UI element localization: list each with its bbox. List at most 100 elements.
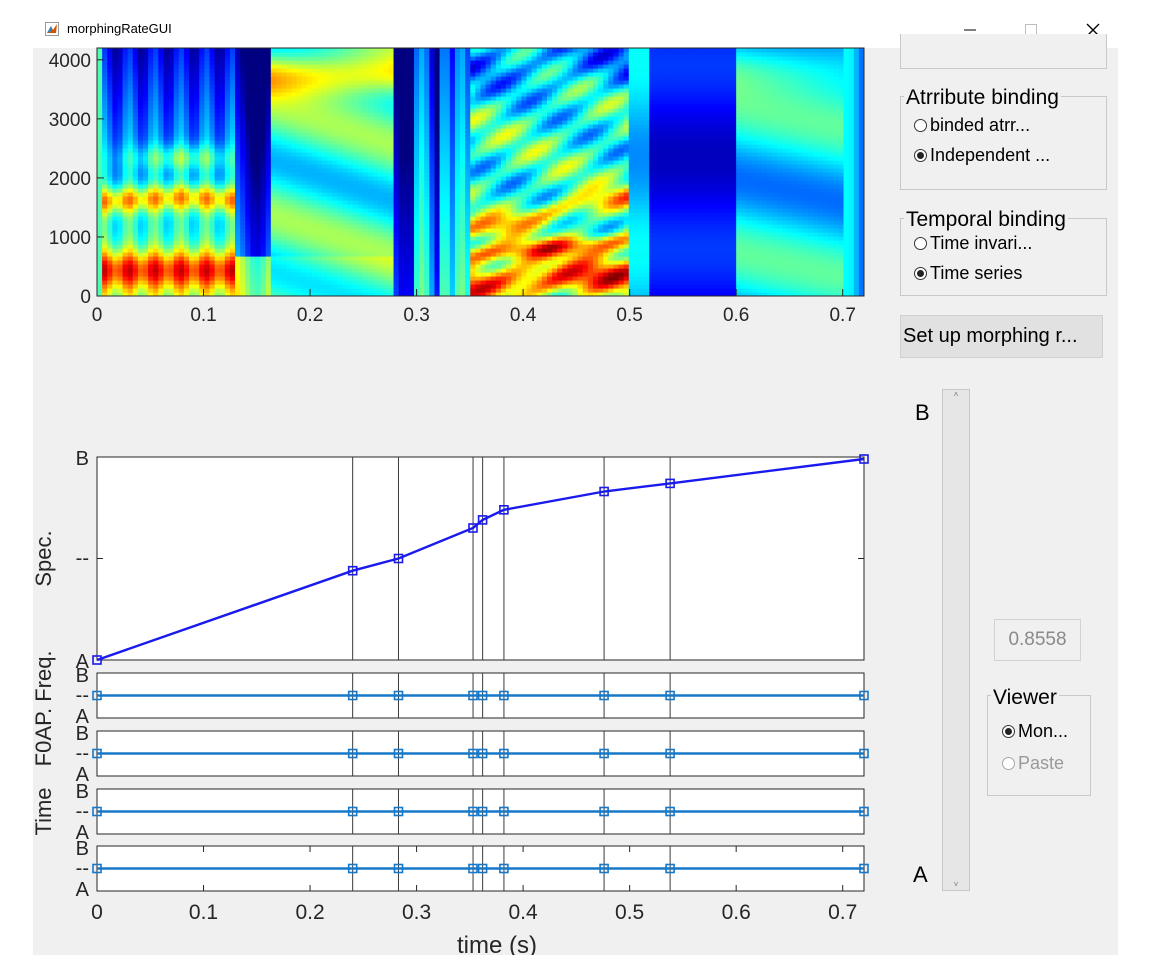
spectrogram-cell	[373, 196, 379, 201]
spectrogram-cell	[163, 236, 170, 241]
spectrogram-cell	[352, 216, 359, 221]
spectrogram-cell	[434, 252, 441, 257]
spectrogram-cell	[424, 152, 430, 157]
spectrogram-cell	[357, 244, 364, 249]
spectrogram-cell	[168, 96, 175, 101]
spectrogram-cell	[250, 48, 257, 53]
spectrogram-cell	[255, 92, 262, 97]
spectrogram-cell	[470, 176, 476, 181]
spectrogram-cell	[117, 140, 124, 145]
spectrogram-cell	[194, 288, 200, 293]
spectrogram-cell	[393, 128, 400, 133]
spectrogram-cell	[117, 268, 124, 273]
spectrogram-cell	[495, 236, 502, 241]
spectrogram-cell	[485, 236, 492, 241]
spectrogram-cell	[332, 80, 338, 85]
spectrogram-cell	[235, 92, 241, 97]
spectrogram-cell	[102, 256, 108, 261]
minimize-button[interactable]	[950, 12, 990, 48]
spectrogram-cell	[219, 108, 226, 113]
spectrogram-cell	[408, 152, 415, 157]
spectrogram-cell	[286, 176, 292, 181]
spectrogram-cell	[240, 80, 246, 85]
spectrogram-cell	[209, 288, 216, 293]
spectrogram-cell	[122, 64, 129, 69]
spectrogram-cell	[112, 76, 119, 81]
spectrogram-cell	[235, 264, 241, 269]
spectrogram-cell	[127, 100, 134, 105]
spectrogram-cell	[495, 172, 502, 177]
spectrogram-cell	[163, 128, 170, 133]
spectrogram-cell	[178, 68, 185, 73]
spectrogram-cell	[189, 176, 195, 181]
spectrogram-cell	[500, 56, 507, 61]
spectrogram-cell	[219, 112, 226, 117]
spectrogram-cell	[439, 144, 446, 149]
spectrogram-cell	[168, 172, 175, 177]
spectrogram-cell	[209, 180, 216, 185]
spectrogram-cell	[224, 80, 231, 85]
spectrogram-cell	[143, 292, 149, 296]
spectrogram-cell	[424, 188, 430, 193]
spectrogram-cell	[219, 268, 226, 273]
spectrogram-cell	[235, 52, 241, 57]
spectrogram-cell	[143, 100, 149, 105]
spectrogram-cell	[403, 252, 410, 257]
spectrogram-cell	[429, 176, 436, 181]
spectrogram-cell	[306, 252, 313, 257]
spectrogram-cell	[362, 280, 369, 285]
spectrogram-cell	[357, 220, 364, 225]
spectrogram-cell	[229, 276, 236, 281]
spectrogram-cell	[270, 188, 277, 193]
spectrogram-cell	[286, 284, 292, 289]
spectrogram-cell	[255, 84, 262, 89]
spectrogram-cell	[153, 96, 159, 101]
spectrogram-cell	[250, 200, 257, 205]
spectrogram-cell	[388, 228, 395, 233]
spectrogram-cell	[240, 272, 246, 277]
spectrogram-cell	[342, 244, 349, 249]
spectrogram-cell	[444, 292, 451, 296]
spectrogram-cell	[327, 164, 333, 169]
spectrogram-cell	[132, 272, 139, 277]
spectrogram-cell	[204, 80, 211, 85]
spectrogram-cell	[260, 288, 267, 293]
spectrogram-cell	[439, 248, 446, 253]
spectrogram-cell	[209, 172, 216, 177]
spectrogram-cell	[306, 156, 313, 161]
spectrogram-cell	[235, 116, 241, 121]
spectrogram-cell	[148, 128, 154, 133]
spectrogram-cell	[332, 256, 338, 261]
spectrogram-cell	[183, 48, 190, 53]
spectrogram-cell	[178, 280, 185, 285]
spectrogram-cell	[470, 64, 476, 69]
spectrogram-cell	[373, 52, 379, 57]
spectrogram-cell	[112, 240, 119, 245]
spectrogram-cell	[475, 120, 482, 125]
spectrogram-cell	[403, 100, 410, 105]
spectrogram-cell	[332, 260, 338, 265]
spectrogram-cell	[204, 148, 211, 153]
spectrogram-cell	[311, 264, 318, 269]
spectrogram-cell	[235, 84, 241, 89]
spectrogram-cell	[275, 164, 282, 169]
spectrogram-cell	[434, 260, 441, 265]
spectrogram-cell	[485, 64, 492, 69]
spectrogram-cell	[286, 224, 292, 229]
spectrogram-cell	[373, 148, 379, 153]
spectrogram-cell	[168, 224, 175, 229]
spectrogram-cell	[408, 236, 415, 241]
spectrogram-cell	[449, 200, 456, 205]
spectrogram-cell	[460, 260, 466, 265]
spectrogram-cell	[158, 68, 165, 73]
spectrogram-cell	[414, 240, 420, 245]
spectrogram-cell	[506, 200, 512, 205]
spectrogram-cell	[311, 176, 318, 181]
spectrogram-cell	[148, 152, 154, 157]
spectrogram-cell	[388, 52, 395, 57]
spectrogram-cell	[291, 232, 298, 237]
spectrogram-cell	[102, 244, 108, 249]
spectrogram-cell	[189, 212, 195, 217]
spectrogram-cell	[194, 60, 200, 65]
spectrogram-cell	[495, 132, 502, 137]
